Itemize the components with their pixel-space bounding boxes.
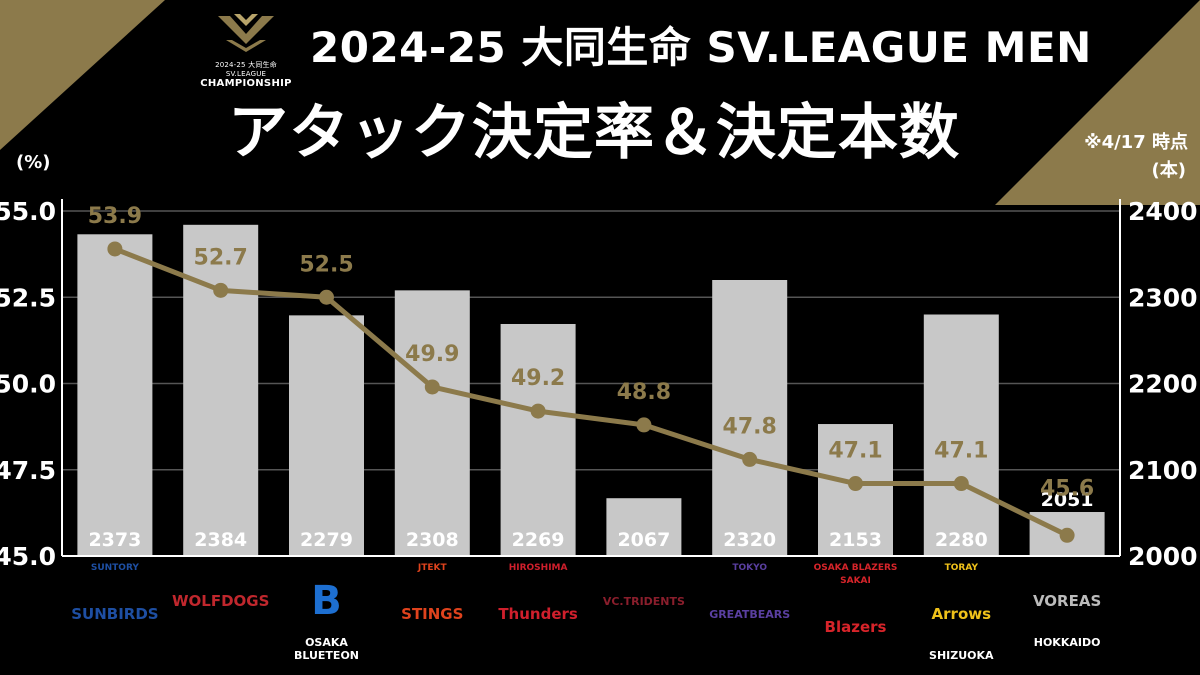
bar-value-label: 2320 (723, 529, 776, 551)
bar (500, 323, 576, 556)
bar (606, 498, 682, 556)
team-logo: OSAKA BLAZERS SAKAI Blazers (806, 562, 906, 670)
as-of-date: ※4/17 時点 (1084, 132, 1188, 153)
team-logo-top-text: JTEKT (417, 563, 447, 573)
rate-point (636, 417, 652, 433)
team-logo-sub-text: OSAKA BLUETEON (293, 636, 360, 662)
team-logo: JTEKT STINGS (382, 562, 482, 670)
logo-line2: CHAMPIONSHIP (200, 78, 292, 89)
bar (289, 315, 364, 556)
rate-label: 52.7 (194, 245, 248, 270)
rate-label: 53.9 (88, 204, 142, 229)
league-logo: 2024-25 大同生命SV.LEAGUE CHAMPIONSHIP (196, 10, 296, 90)
team-logo-top-text: TOKYO (732, 563, 767, 573)
rate-label: 47.1 (934, 439, 988, 464)
bar-value-label: 2153 (829, 529, 882, 551)
y-left-tick-label: 50.0 (0, 370, 56, 399)
team-logo-badge: GREATBEARS (709, 607, 791, 621)
team-logo: WOLFDOGS (171, 562, 271, 670)
bar-value-label: 2279 (300, 529, 353, 551)
rate-point (213, 282, 229, 298)
rate-point (848, 476, 863, 492)
rate-point (107, 241, 123, 257)
rate-label: 47.8 (723, 414, 777, 439)
team-logo: TOKYO GREATBEARS (700, 562, 800, 670)
team-logo-badge: Arrows (931, 605, 992, 623)
rate-line (113, 246, 1069, 538)
team-logo-badge: VC.TRIDENTS (602, 594, 685, 608)
team-logo-badge: Blazers (824, 618, 887, 636)
logo-line1: 2024-25 大同生命SV.LEAGUE (215, 61, 277, 78)
bar (77, 234, 153, 556)
y-right-tick-label: 2300 (1128, 283, 1198, 312)
rate-label: 48.8 (617, 380, 671, 405)
team-logo-badge: Thunders (498, 605, 578, 623)
bar (394, 290, 470, 556)
v-league-crest-icon (218, 14, 274, 52)
y-right-tick-label: 2000 (1128, 542, 1198, 571)
team-logo: VC.TRIDENTS (594, 562, 694, 670)
bar-value-label: 2269 (512, 529, 565, 551)
rate-label: 49.9 (405, 342, 459, 367)
y-right-tick-label: 2200 (1128, 370, 1198, 399)
page-subtitle: アタック決定率＆決定本数 (228, 98, 960, 168)
bar-value-label: 2051 (1041, 489, 1094, 511)
y-left-tick-label: 47.5 (0, 456, 56, 485)
team-logo-top-text: OSAKA BLAZERS SAKAI (813, 563, 898, 586)
rate-label: 52.5 (299, 252, 353, 277)
y-right-tick-label: 2400 (1128, 197, 1198, 226)
bar-value-label: 2067 (617, 529, 670, 551)
bar (923, 314, 999, 556)
team-logo-top-text: HIROSHIMA (508, 563, 568, 573)
bar-value-label: 2280 (935, 529, 988, 551)
y-right-tick-label: 2100 (1128, 456, 1198, 485)
bar-value-label: 2308 (406, 529, 459, 551)
rate-point (953, 476, 969, 492)
bar (712, 280, 788, 556)
bar (183, 224, 259, 557)
team-logo-sub-text: HOKKAIDO (1033, 636, 1101, 649)
rate-point (424, 379, 440, 395)
y-left-tick-label: 55.0 (0, 197, 56, 226)
team-logos: SUNTORY SUNBIRDS WOLFDOGS B OSAKA BLUETEON JT… (62, 562, 1130, 672)
bar-value-label: 2373 (88, 529, 141, 551)
page-title: 2024-25 大同生命 SV.LEAGUE MEN (310, 23, 1092, 72)
corner-decoration-left (0, 0, 165, 150)
rate-point (742, 451, 758, 467)
corner-decoration-right (965, 0, 1200, 205)
team-logo: VOREAS HOKKAIDO (1017, 562, 1117, 670)
team-logo: B OSAKA BLUETEON (277, 562, 377, 670)
y-left-tick-label: 45.0 (0, 542, 56, 571)
rate-label: 49.2 (511, 366, 565, 391)
team-logo-badge: SUNBIRDS (71, 605, 159, 623)
bar-value-label: 2384 (194, 529, 247, 551)
rate-point (319, 289, 334, 305)
y-left-tick-label: 52.5 (0, 283, 56, 312)
rate-label: 45.6 (1040, 476, 1094, 501)
team-logo-top-text: TORAY (944, 563, 978, 573)
left-axis-unit: (%) (16, 152, 51, 173)
team-logo-sub-text: SHIZUOKA (929, 649, 994, 662)
team-logo-badge: B (311, 578, 342, 624)
rate-point (530, 403, 546, 419)
team-logo-badge: WOLFDOGS (171, 592, 270, 610)
rate-point (1059, 527, 1075, 543)
right-axis-unit: (本) (1151, 160, 1186, 181)
team-logo: HIROSHIMA Thunders (488, 562, 588, 670)
team-logo-badge: VOREAS (1032, 592, 1102, 610)
team-logo-badge: STINGS (401, 605, 464, 623)
team-logo: TORAY Arrows SHIZUOKA (911, 562, 1011, 670)
team-logo: SUNTORY SUNBIRDS (65, 562, 165, 670)
team-logo-top-text: SUNTORY (90, 563, 139, 573)
rate-label: 47.1 (828, 439, 882, 464)
